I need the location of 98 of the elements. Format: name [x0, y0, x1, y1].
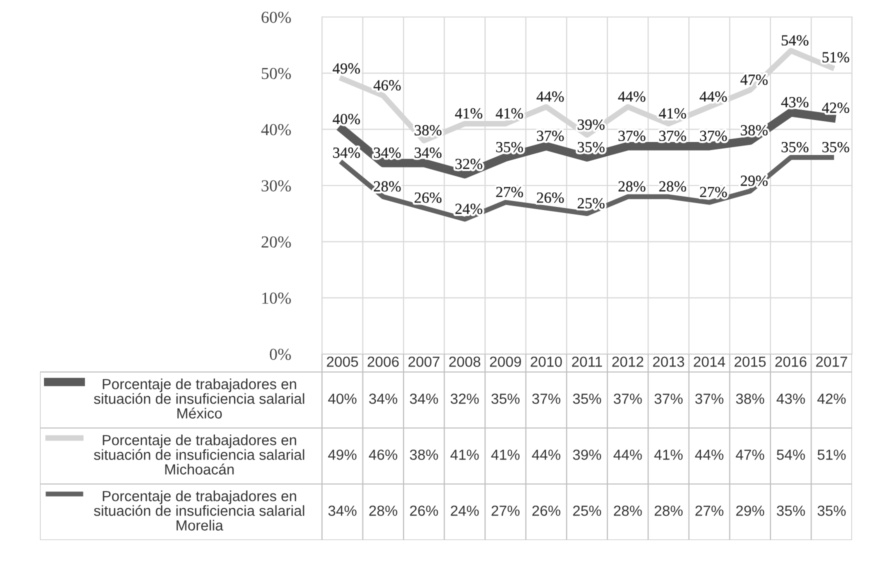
- data-label: 28%: [369, 506, 398, 516]
- text: 26%: [536, 192, 564, 203]
- data-label: 37%: [614, 394, 642, 404]
- data-label: 34%: [328, 506, 356, 516]
- data-label: 44%: [532, 450, 560, 460]
- text: 43%: [781, 97, 808, 108]
- data-label: 32%: [450, 394, 479, 404]
- x-tick-label: 2011: [572, 356, 602, 367]
- text: 34%: [333, 148, 360, 158]
- data-label: 27%: [695, 506, 724, 516]
- y-tick-label: 50%: [262, 68, 291, 80]
- data-label: 49%: [328, 450, 356, 460]
- x-tick-label: 2017: [816, 356, 848, 367]
- x-tick-label: 2005: [326, 356, 358, 367]
- data-label: 47%: [736, 450, 764, 460]
- y-tick-label: 40%: [261, 124, 291, 136]
- data-label: 37%: [695, 394, 724, 404]
- x-tick-label: 2016: [775, 356, 806, 367]
- data-label: 37%: [532, 394, 560, 404]
- y-tick-label: 10%: [262, 292, 291, 304]
- data-label: 29%: [736, 506, 764, 516]
- data-label: 35%: [818, 506, 846, 516]
- data-label: 27%: [492, 506, 520, 516]
- data-label: 41%: [491, 450, 520, 460]
- x-tick-label: 2012: [612, 356, 644, 367]
- y-tick-label: 60%: [262, 12, 291, 23]
- data-label: 25%: [573, 506, 602, 516]
- legend-label: Porcentaje de trabajadores en situación de insuficiencia salarial Morelia: [94, 490, 304, 531]
- text: 37%: [700, 130, 727, 142]
- text: 35%: [496, 142, 524, 152]
- text: 27%: [700, 186, 727, 198]
- text: 24%: [455, 204, 482, 214]
- legend-label: Porcentaje de trabajadores en situación de insuficiencia salarial Michoacán: [94, 434, 304, 475]
- text: 44%: [536, 91, 564, 102]
- data-label: 51%: [818, 450, 846, 460]
- data-label: 28%: [614, 506, 642, 516]
- text: 28%: [618, 181, 646, 192]
- y-tick-label: 20%: [262, 236, 291, 248]
- legend-label: Porcentaje de trabajadores en situación de insuficiencia salarial México: [94, 378, 304, 419]
- text: 41%: [496, 108, 524, 119]
- text: 28%: [659, 181, 686, 192]
- x-tick-label: 2014: [694, 356, 726, 367]
- data-label: 44%: [695, 450, 724, 460]
- data-label: 24%: [450, 506, 479, 516]
- data-label: 39%: [572, 450, 602, 460]
- data-label: 44%: [614, 450, 642, 460]
- text: 37%: [659, 130, 686, 142]
- y-tick-label: 0%: [270, 348, 291, 360]
- text: 51%: [822, 52, 850, 62]
- text: 26%: [414, 192, 442, 203]
- text: 35%: [578, 142, 605, 152]
- text: 49%: [332, 63, 360, 74]
- x-tick-label: 2009: [490, 356, 521, 367]
- text: 35%: [782, 142, 808, 152]
- x-tick-label: 2010: [530, 356, 562, 367]
- text: 41%: [455, 108, 482, 119]
- text: 34%: [414, 148, 442, 158]
- x-tick-label: 2006: [368, 356, 399, 367]
- text: 44%: [618, 91, 646, 102]
- data-label: 40%: [328, 394, 356, 404]
- text: 42%: [822, 102, 850, 113]
- text: 35%: [822, 142, 850, 152]
- text: 28%: [374, 181, 401, 192]
- data-label: 38%: [736, 394, 764, 404]
- data-label: 35%: [776, 506, 805, 516]
- text: 37%: [537, 130, 564, 142]
- data-label: 43%: [776, 394, 805, 404]
- data-label: 54%: [776, 450, 805, 460]
- data-label: 35%: [572, 394, 602, 404]
- text: 40%: [332, 114, 360, 124]
- y-tick-label: 30%: [262, 180, 291, 192]
- data-label: 37%: [654, 394, 683, 404]
- text: 46%: [374, 80, 401, 91]
- data-label: 26%: [410, 506, 438, 516]
- data-label: 34%: [410, 394, 438, 404]
- text: 39%: [578, 119, 605, 130]
- data-label: 41%: [654, 450, 683, 460]
- text: 32%: [456, 158, 482, 170]
- text: 25%: [578, 198, 605, 208]
- x-tick-label: 2007: [408, 356, 440, 367]
- data-label: 42%: [817, 394, 846, 404]
- data-label: 35%: [491, 394, 520, 404]
- data-label: 28%: [654, 506, 683, 516]
- text: 44%: [700, 91, 727, 102]
- data-label: 41%: [450, 450, 479, 460]
- text: 27%: [496, 186, 524, 198]
- x-tick-label: 2008: [449, 356, 480, 367]
- x-tick-label: 2013: [653, 356, 684, 367]
- data-label: 46%: [368, 450, 398, 460]
- data-label: 26%: [532, 506, 560, 516]
- x-tick-label: 2015: [734, 356, 766, 367]
- text: 41%: [658, 108, 686, 119]
- text: 38%: [414, 125, 442, 136]
- data-label: 38%: [410, 450, 438, 460]
- data-label: 34%: [369, 394, 398, 404]
- text: 54%: [782, 35, 808, 46]
- text: 47%: [740, 74, 768, 85]
- text: 37%: [618, 130, 646, 142]
